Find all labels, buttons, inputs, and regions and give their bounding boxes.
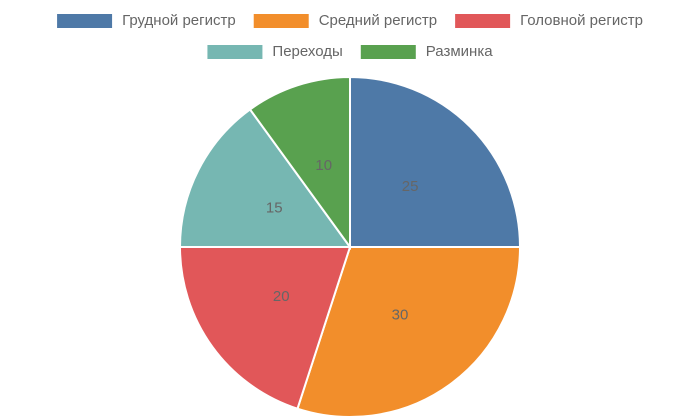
pie-slice — [178, 108, 352, 248]
data-label: 10 — [315, 157, 332, 174]
legend-swatch — [360, 45, 416, 59]
pie-slice — [349, 75, 522, 248]
legend-label: Средний регистр — [319, 12, 437, 29]
pie-slice — [248, 75, 351, 251]
data-label: 25 — [402, 178, 419, 195]
legend-swatch — [207, 45, 263, 59]
data-label: 15 — [266, 199, 283, 216]
legend-swatch — [253, 14, 309, 28]
data-label: 30 — [392, 307, 409, 324]
data-label: 20 — [273, 288, 290, 305]
legend-label: Разминка — [426, 43, 493, 60]
legend-swatch — [455, 14, 511, 28]
legend-label: Переходы — [272, 43, 342, 60]
legend-swatch — [57, 14, 113, 28]
legend-label: Грудной регистр — [122, 12, 236, 29]
pie-slice — [296, 246, 522, 418]
legend-label: Головной регистр — [520, 12, 643, 29]
pie-slice — [178, 246, 352, 410]
